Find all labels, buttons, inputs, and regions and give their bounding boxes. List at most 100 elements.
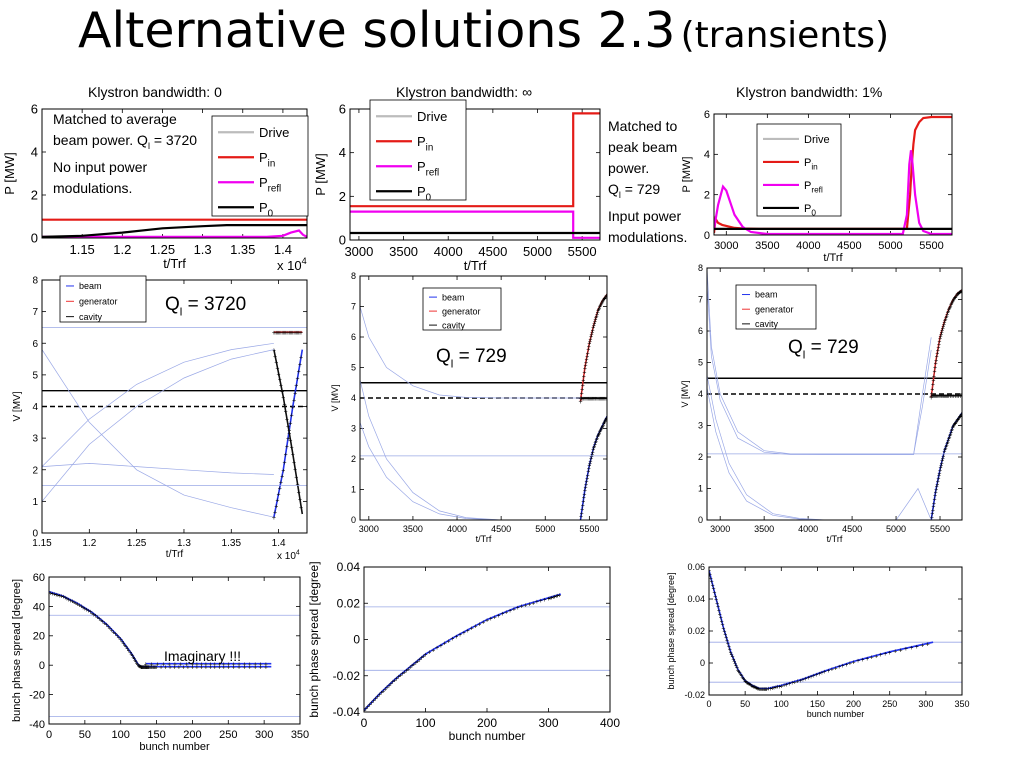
data-marker-cavity: + — [291, 452, 295, 459]
data-marker-beam: + — [712, 590, 716, 597]
data-marker-beam: + — [774, 685, 778, 692]
data-marker-beam: + — [580, 507, 584, 514]
x-tick-label: 100 — [112, 729, 130, 741]
note-line: No input power — [53, 158, 148, 175]
data-marker-beam: + — [754, 685, 758, 692]
data-marker-beam: + — [290, 412, 294, 419]
data-marker-beam: + — [68, 598, 72, 605]
x-tick-label: 200 — [183, 729, 201, 741]
data-marker-beam: + — [806, 675, 810, 682]
data-marker-beam: + — [589, 456, 593, 463]
data-marker-beam: + — [941, 456, 945, 463]
y-tick-label: 2 — [31, 188, 38, 203]
x-multiplier: x 104 — [277, 550, 300, 563]
data-marker-beam: + — [208, 662, 212, 669]
data-marker-beam: + — [713, 593, 717, 600]
data-marker-beam: + — [190, 662, 194, 669]
data-marker-generator: + — [297, 330, 301, 337]
data-marker-beam: + — [772, 685, 776, 692]
data-marker-beam: + — [801, 677, 805, 684]
data-marker-generator: + — [599, 302, 603, 309]
data-marker-beam: + — [163, 665, 167, 672]
data-marker-generator: + — [602, 296, 606, 303]
data-marker-beam: + — [142, 665, 146, 672]
data-marker-beam: + — [137, 664, 141, 671]
x-tick-label: 4000 — [447, 524, 467, 534]
data-marker-beam: + — [935, 484, 939, 491]
data-marker-beam: + — [123, 642, 127, 649]
data-marker-generator: + — [934, 361, 938, 368]
data-marker-generator: + — [596, 309, 600, 316]
data-marker-beam: + — [70, 599, 74, 606]
y-tick-label: 6 — [698, 326, 703, 336]
data-marker-cavity: + — [594, 396, 598, 403]
y-tick-label: 6 — [704, 109, 710, 121]
data-marker-beam: + — [143, 665, 147, 672]
data-marker-beam: + — [591, 449, 595, 456]
data-marker-beam: + — [603, 418, 607, 425]
series-pin — [350, 112, 600, 208]
data-marker-beam: + — [141, 665, 145, 672]
data-marker-beam: + — [746, 680, 750, 687]
data-marker-beam: + — [941, 453, 945, 460]
data-marker-generator: + — [946, 309, 950, 316]
data-marker-beam: + — [954, 419, 958, 426]
data-marker-cavity: + — [299, 505, 303, 512]
data-marker-beam: + — [735, 665, 739, 672]
data-marker-generator: + — [937, 342, 941, 349]
data-marker-beam: + — [65, 596, 69, 603]
data-marker-beam: + — [60, 594, 64, 601]
plot-frame — [708, 566, 963, 696]
data-marker-generator: + — [590, 330, 594, 337]
data-marker-beam: + — [762, 687, 766, 694]
x-tick-label: 1.2 — [113, 242, 131, 257]
x-tick-label: 5500 — [919, 240, 943, 252]
data-marker-beam: + — [63, 595, 67, 602]
data-marker-beam: + — [579, 514, 583, 521]
data-marker-beam: + — [753, 685, 757, 692]
data-marker-beam: + — [481, 620, 485, 627]
data-marker-beam: + — [730, 654, 734, 661]
x-tick-label: 4500 — [491, 524, 511, 534]
data-marker-beam: + — [155, 662, 159, 669]
data-marker-beam: + — [402, 669, 406, 676]
data-marker-beam: + — [173, 662, 177, 669]
x-tick-label: 1.25 — [127, 538, 147, 549]
x-axis-label: t/Trf — [827, 534, 843, 544]
data-marker-beam: + — [152, 665, 156, 672]
data-marker-beam: + — [948, 433, 952, 440]
data-marker-beam: + — [709, 575, 713, 582]
data-marker-cavity: + — [274, 359, 278, 366]
data-marker-beam: + — [447, 638, 451, 645]
data-marker-generator: + — [298, 330, 302, 337]
data-marker-beam: + — [86, 608, 90, 615]
data-marker-cavity: + — [945, 394, 949, 401]
data-marker-cavity: + — [285, 416, 289, 423]
data-marker-beam: + — [389, 681, 393, 688]
data-marker-beam: + — [585, 478, 589, 485]
data-marker-beam: + — [195, 665, 199, 672]
legend-label-beam: beam — [442, 292, 465, 302]
data-marker-beam: + — [423, 652, 427, 659]
data-marker-generator: + — [957, 290, 961, 297]
data-marker-beam: + — [412, 662, 416, 669]
data-marker-generator: + — [933, 365, 937, 372]
data-marker-generator: + — [586, 347, 590, 354]
data-marker-cavity: + — [936, 394, 940, 401]
y-tick-label: 0.04 — [337, 560, 361, 574]
data-marker-cavity: + — [596, 396, 600, 403]
data-marker-beam: + — [931, 504, 935, 511]
note-line: modulations. — [608, 228, 688, 245]
data-marker-cavity: + — [935, 394, 939, 401]
y-tick-label: 0.02 — [687, 626, 705, 636]
data-marker-beam: + — [272, 515, 276, 522]
data-marker-beam: + — [947, 436, 951, 443]
data-marker-beam: + — [155, 665, 159, 672]
data-marker-beam: + — [939, 463, 943, 470]
data-marker-beam: + — [373, 696, 377, 703]
data-marker-beam: + — [275, 497, 279, 504]
data-marker-beam: + — [715, 601, 719, 608]
data-marker-beam: + — [594, 437, 598, 444]
data-marker-beam: + — [763, 687, 767, 694]
